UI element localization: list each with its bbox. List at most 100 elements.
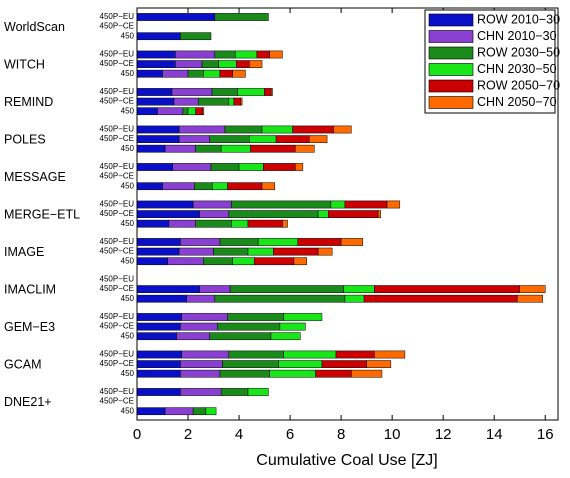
bar-segment <box>136 163 173 171</box>
bar-segment <box>164 144 196 153</box>
bar-segment <box>269 369 316 378</box>
bar-segment <box>232 257 255 266</box>
bar-segment <box>366 360 392 368</box>
bar-segment <box>283 313 323 321</box>
bar-segment <box>294 144 315 153</box>
scenario-label: 450P−CE <box>100 322 134 331</box>
bar-segment <box>231 219 249 228</box>
bar-segment <box>136 238 181 246</box>
bar-segment <box>228 210 319 218</box>
bar-segment <box>180 322 218 331</box>
bar-segment <box>199 285 231 293</box>
plot-frame <box>136 7 559 421</box>
bar-segment <box>351 369 383 378</box>
bar-segment <box>136 332 177 341</box>
scenario-label: 450P−EU <box>100 87 135 96</box>
bar-segment <box>237 88 265 96</box>
scenario-label: 450 <box>121 406 135 415</box>
bar-segment <box>219 238 259 246</box>
bar-segment <box>317 210 329 218</box>
scenario-label: 450P−EU <box>100 200 135 209</box>
bar-segment <box>219 69 233 78</box>
x-tick-label: 2 <box>184 426 192 443</box>
scenario-label: 450P−CE <box>100 22 134 31</box>
bar-segment <box>317 247 333 256</box>
model-label: MERGE−ETL <box>4 207 80 221</box>
scenario-label: 450 <box>121 69 135 78</box>
bar-segment <box>180 369 221 378</box>
bar-segment <box>136 247 180 256</box>
bar-segment <box>344 200 388 209</box>
bar-segment <box>211 88 238 96</box>
bar-segment <box>273 247 319 256</box>
bar-segment <box>386 200 401 209</box>
bar-segment <box>176 332 210 341</box>
model-label: DNE21+ <box>4 395 52 409</box>
scenario-label: 450P−CE <box>100 284 134 293</box>
scenario-label: 450 <box>121 256 135 265</box>
x-tick-label: 12 <box>435 426 452 443</box>
scenario-label: 450P−EU <box>100 162 135 171</box>
x-tick-label: 10 <box>384 426 401 443</box>
bar-segment <box>181 350 230 359</box>
bar-segment <box>178 135 210 143</box>
bar-segment <box>228 97 235 106</box>
legend-label: CHN 2050−70 <box>477 95 557 109</box>
legend-swatch <box>428 30 474 43</box>
legend-swatch <box>428 13 474 27</box>
bar-segment <box>321 360 367 368</box>
bar-segment <box>220 144 251 153</box>
bar-segment <box>328 210 379 218</box>
bar-segment <box>136 32 181 41</box>
bar-segment <box>210 163 240 171</box>
scenario-label: 450 <box>121 181 135 190</box>
bar-segment <box>283 350 337 359</box>
legend-box <box>424 9 556 114</box>
bar-segment <box>214 50 236 59</box>
bar-segment <box>202 107 205 116</box>
bar-segment <box>227 313 284 321</box>
legend-swatch <box>428 63 474 76</box>
bar-segment <box>178 125 226 134</box>
bar-segment <box>279 322 306 331</box>
bar-segment <box>136 50 176 59</box>
bar-segment <box>219 369 270 378</box>
bar-segment <box>162 69 189 78</box>
scenario-label: 450P−EU <box>100 12 135 21</box>
legend-label: ROW 2030−50 <box>477 45 560 59</box>
bar-segment <box>249 135 277 143</box>
bar-segment <box>136 313 182 321</box>
scenario-label: 450P−EU <box>100 237 135 246</box>
bar-segment <box>187 69 204 78</box>
legend-label: CHN 2010−30 <box>477 29 557 43</box>
bar-segment <box>136 182 163 191</box>
legend-label: ROW 2010−30 <box>477 12 560 26</box>
bar-segment <box>136 285 200 293</box>
legend-swatch <box>428 79 474 93</box>
bar-segment <box>363 294 518 303</box>
bar-segment <box>212 182 228 191</box>
bar-segment <box>270 332 301 341</box>
bar-segment <box>333 125 352 134</box>
bar-segment <box>236 60 250 68</box>
bar-segment <box>136 388 181 396</box>
bar-segment <box>192 407 207 416</box>
bar-segment <box>257 238 298 246</box>
bar-segment <box>229 285 344 293</box>
bar-segment <box>203 69 221 78</box>
bar-segment <box>203 257 233 266</box>
bar-segment <box>377 210 381 218</box>
bar-segment <box>231 200 332 209</box>
bar-segment <box>136 60 176 68</box>
bar-segment <box>374 350 406 359</box>
bar-segment <box>261 125 293 134</box>
bar-segment <box>180 360 223 368</box>
bar-segment <box>136 294 188 303</box>
scenario-label: 450 <box>121 294 135 303</box>
bar-segment <box>136 13 216 21</box>
bar-segment <box>164 407 194 416</box>
bar-segment <box>172 163 212 171</box>
bar-segment <box>263 163 296 171</box>
bar-segment <box>330 200 346 209</box>
bar-segment <box>136 107 158 116</box>
